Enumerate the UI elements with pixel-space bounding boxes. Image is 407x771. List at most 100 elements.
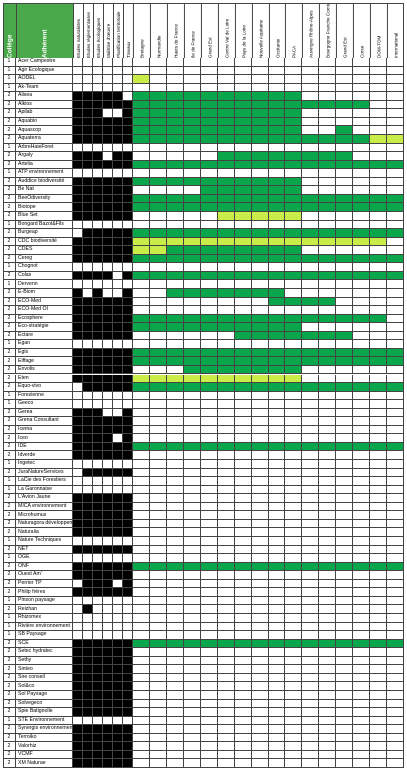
region-cell <box>183 323 201 332</box>
activity-cell <box>93 733 103 743</box>
region-cell <box>268 152 286 161</box>
region-cell <box>149 66 167 76</box>
region-cell <box>149 160 167 170</box>
region-cell <box>285 648 303 657</box>
region-cell <box>133 271 150 281</box>
region-cell <box>251 733 269 743</box>
activity-cell <box>83 673 93 683</box>
region-cell <box>319 614 337 623</box>
region-cell <box>149 92 167 101</box>
activity-cell <box>73 511 83 520</box>
activity-cell <box>123 579 133 589</box>
adherent-name: Eiffage <box>16 357 73 366</box>
region-cell <box>353 511 371 520</box>
region-cell <box>268 442 286 452</box>
region-cell <box>336 134 354 144</box>
region-cell <box>319 434 337 443</box>
adherent-name: Chognot <box>16 263 73 272</box>
region-cell <box>217 75 235 84</box>
region-cell <box>149 733 167 743</box>
region-cell <box>149 545 167 555</box>
region-cell <box>183 545 201 555</box>
region-cell <box>370 297 388 307</box>
college-cell: 2 <box>3 331 16 341</box>
college-cell: 2 <box>3 203 16 212</box>
region-cell <box>217 519 235 529</box>
region-cell <box>133 750 150 760</box>
region-cell <box>234 468 252 478</box>
activity-cell <box>73 562 83 572</box>
region-cell <box>217 374 235 384</box>
region-cell <box>302 152 320 161</box>
region-cell <box>251 716 269 726</box>
activity-cell <box>93 288 103 298</box>
region-cell <box>285 134 303 144</box>
activity-cell <box>73 408 83 418</box>
activity-cell <box>103 263 113 272</box>
region-cell <box>268 545 286 555</box>
region-cell <box>183 408 201 418</box>
activity-cell <box>113 673 123 683</box>
activity-cell <box>103 357 113 366</box>
region-cell <box>353 537 371 546</box>
activity-cell <box>73 460 83 469</box>
region-cell <box>149 194 167 204</box>
region-cell <box>200 750 218 760</box>
activity-cell <box>73 639 83 649</box>
region-cell <box>302 425 320 435</box>
activity-cell <box>123 246 133 255</box>
region-cell <box>217 579 235 589</box>
region-cell <box>353 725 371 734</box>
region-cell <box>166 742 184 751</box>
activity-cell <box>123 631 133 640</box>
region-cell <box>234 425 252 435</box>
region-cell <box>268 323 286 332</box>
region-cell <box>200 331 218 341</box>
college-cell: 1 <box>3 554 16 563</box>
region-cell <box>234 631 252 640</box>
region-cell <box>268 639 286 649</box>
region-cell <box>133 297 150 307</box>
region-cell <box>217 365 235 375</box>
region-cell <box>149 691 167 700</box>
activity-cell <box>83 254 93 264</box>
region-cell <box>302 83 320 93</box>
activity-cell <box>93 348 103 358</box>
region-cell <box>133 391 150 401</box>
region-cell <box>183 562 201 572</box>
region-cell <box>234 528 252 538</box>
region-cell <box>319 742 337 751</box>
region-cell <box>149 528 167 538</box>
region-cell <box>133 485 150 495</box>
region-cell <box>268 408 286 418</box>
region-cell <box>302 365 320 375</box>
college-cell: 1 <box>3 66 16 76</box>
region-cell <box>217 631 235 640</box>
region-cell <box>285 160 303 170</box>
region-cell <box>234 211 252 221</box>
region-cell <box>285 117 303 127</box>
activity-cell <box>73 391 83 401</box>
activity-cell <box>113 160 123 170</box>
region-cell <box>353 288 371 298</box>
activity-cell <box>123 691 133 700</box>
activity-cell <box>103 528 113 538</box>
activity-cell <box>83 374 93 384</box>
region-cell <box>336 100 354 110</box>
region-cell <box>302 374 320 384</box>
activity-cell <box>93 246 103 255</box>
activity-cell <box>93 673 103 683</box>
region-cell <box>234 357 252 366</box>
region-cell <box>268 528 286 538</box>
region-cell <box>336 237 354 247</box>
adherent-name: BeeOdiversity <box>16 194 73 204</box>
region-cell <box>353 92 371 101</box>
region-cell <box>268 280 286 289</box>
region-cell <box>133 331 150 341</box>
region-cell <box>149 220 167 230</box>
region-cell <box>336 348 354 358</box>
activity-cell <box>83 596 93 606</box>
region-cell <box>302 665 320 674</box>
region-cell <box>370 425 388 435</box>
region-cell <box>336 331 354 341</box>
